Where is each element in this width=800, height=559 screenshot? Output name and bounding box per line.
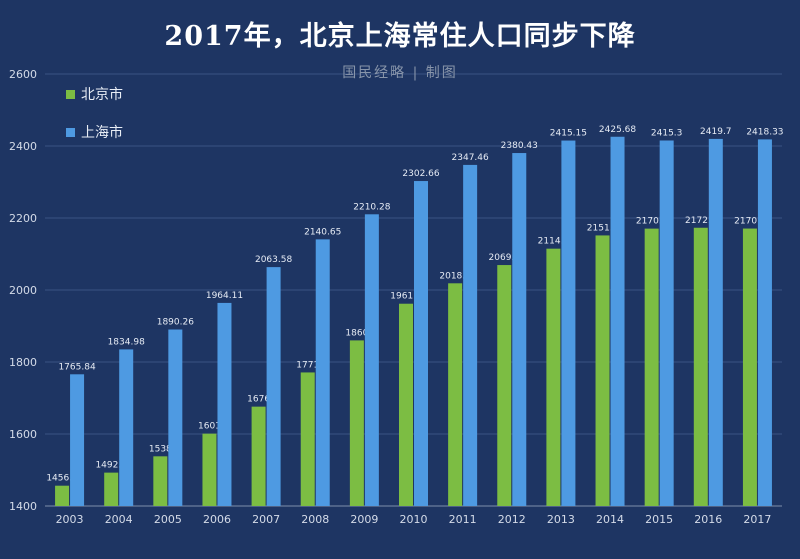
data-label-beijing: 1456.4 xyxy=(46,474,78,484)
data-label-shanghai: 2347.46 xyxy=(452,153,489,163)
bar-shanghai xyxy=(414,181,428,506)
x-tick-label: 2017 xyxy=(743,513,771,526)
legend-swatch-shanghai xyxy=(66,127,75,137)
x-tick-label: 2003 xyxy=(56,513,84,526)
data-label-shanghai: 2380.43 xyxy=(501,141,538,151)
x-tick-label: 2013 xyxy=(547,513,575,526)
data-label-shanghai: 2425.68 xyxy=(599,125,636,135)
bar-shanghai xyxy=(168,329,183,506)
x-tick-label: 2004 xyxy=(105,513,133,526)
data-label-beijing: 2018.6 xyxy=(439,271,471,281)
x-tick-label: 2007 xyxy=(252,513,280,526)
y-tick-label: 1600 xyxy=(9,428,37,441)
bar-beijing xyxy=(153,456,168,506)
data-label-shanghai: 1765.84 xyxy=(58,362,95,372)
bar-shanghai xyxy=(561,140,576,506)
x-tick-label: 2015 xyxy=(645,513,673,526)
x-tick-label: 2010 xyxy=(400,513,428,526)
data-label-beijing: 2114.8 xyxy=(538,237,570,247)
data-label-shanghai: 1964.11 xyxy=(206,291,243,301)
chart-legend: 北京市 上海市 xyxy=(66,84,123,160)
x-tick-label: 2005 xyxy=(154,513,182,526)
data-label-shanghai: 2140.65 xyxy=(304,227,341,237)
bar-shanghai xyxy=(708,138,723,506)
data-label-shanghai: 2302.66 xyxy=(402,169,439,179)
bar-beijing xyxy=(742,228,757,506)
bar-shanghai xyxy=(610,136,625,507)
y-tick-label: 2200 xyxy=(9,212,37,225)
legend-label-shanghai: 上海市 xyxy=(81,125,123,141)
data-label-beijing: 2170.7 xyxy=(734,217,766,227)
data-label-shanghai: 2415.3 xyxy=(651,128,683,138)
data-label-shanghai: 2419.7 xyxy=(700,127,732,137)
y-tick-label: 2400 xyxy=(9,140,37,153)
data-label-shanghai: 2210.28 xyxy=(353,202,390,212)
bar-beijing xyxy=(349,340,364,506)
bar-beijing xyxy=(202,433,217,506)
x-tick-label: 2011 xyxy=(449,513,477,526)
legend-label-beijing: 北京市 xyxy=(81,87,123,103)
y-tick-label: 1800 xyxy=(9,356,37,369)
x-tick-label: 2016 xyxy=(694,513,722,526)
data-label-beijing: 1676 xyxy=(247,395,270,405)
legend-swatch-beijing xyxy=(66,89,75,99)
x-tick-label: 2006 xyxy=(203,513,231,526)
bar-beijing xyxy=(644,228,659,506)
data-label-shanghai: 2063.58 xyxy=(255,255,292,265)
bar-beijing xyxy=(399,303,413,506)
data-label-beijing: 1961.9 xyxy=(390,292,422,302)
legend-item-shanghai: 上海市 xyxy=(66,122,123,142)
x-tick-label: 2012 xyxy=(498,513,526,526)
bar-shanghai xyxy=(315,239,330,506)
bar-shanghai xyxy=(463,164,478,506)
data-label-beijing: 1601 xyxy=(198,422,221,432)
data-label-beijing: 1538 xyxy=(149,444,172,454)
bar-shanghai xyxy=(266,267,281,506)
data-label-shanghai: 1890.26 xyxy=(157,318,194,328)
x-tick-label: 2008 xyxy=(301,513,329,526)
bar-shanghai xyxy=(659,140,674,506)
data-label-shanghai: 2415.15 xyxy=(550,129,587,139)
y-tick-label: 1400 xyxy=(9,500,37,513)
bar-beijing xyxy=(55,485,70,506)
x-tick-label: 2009 xyxy=(350,513,378,526)
bar-beijing xyxy=(448,283,463,506)
data-label-beijing: 1860 xyxy=(345,328,368,338)
legend-item-beijing: 北京市 xyxy=(66,84,123,104)
data-label-beijing: 1492.7 xyxy=(95,461,127,471)
bar-shanghai xyxy=(364,214,379,506)
bar-beijing xyxy=(595,235,610,506)
bar-shanghai xyxy=(512,153,527,506)
bar-beijing xyxy=(693,227,708,507)
data-label-beijing: 2069.3 xyxy=(489,253,521,263)
bar-shanghai xyxy=(119,349,134,506)
y-tick-label: 2600 xyxy=(9,68,37,81)
bar-beijing xyxy=(104,472,119,506)
bar-shanghai xyxy=(757,139,772,507)
data-label-shanghai: 2418.33 xyxy=(746,127,783,137)
bar-shanghai xyxy=(217,302,232,506)
data-label-beijing: 1771 xyxy=(296,360,319,370)
chart-subtitle: 国民经略 | 制图 xyxy=(342,65,458,81)
data-label-beijing: 2170.5 xyxy=(636,217,668,227)
data-label-shanghai: 1834.98 xyxy=(108,337,145,347)
chart-title: 2017年，北京上海常住人口同步下降 xyxy=(164,21,636,52)
bar-beijing xyxy=(546,248,561,506)
bar-beijing xyxy=(251,406,266,506)
y-tick-label: 2000 xyxy=(9,284,37,297)
x-tick-label: 2014 xyxy=(596,513,624,526)
data-label-beijing: 2151.6 xyxy=(587,223,619,233)
data-label-beijing: 2172.9 xyxy=(685,216,717,226)
bar-beijing xyxy=(497,265,512,506)
bar-beijing xyxy=(300,372,315,506)
bar-shanghai xyxy=(70,374,85,506)
